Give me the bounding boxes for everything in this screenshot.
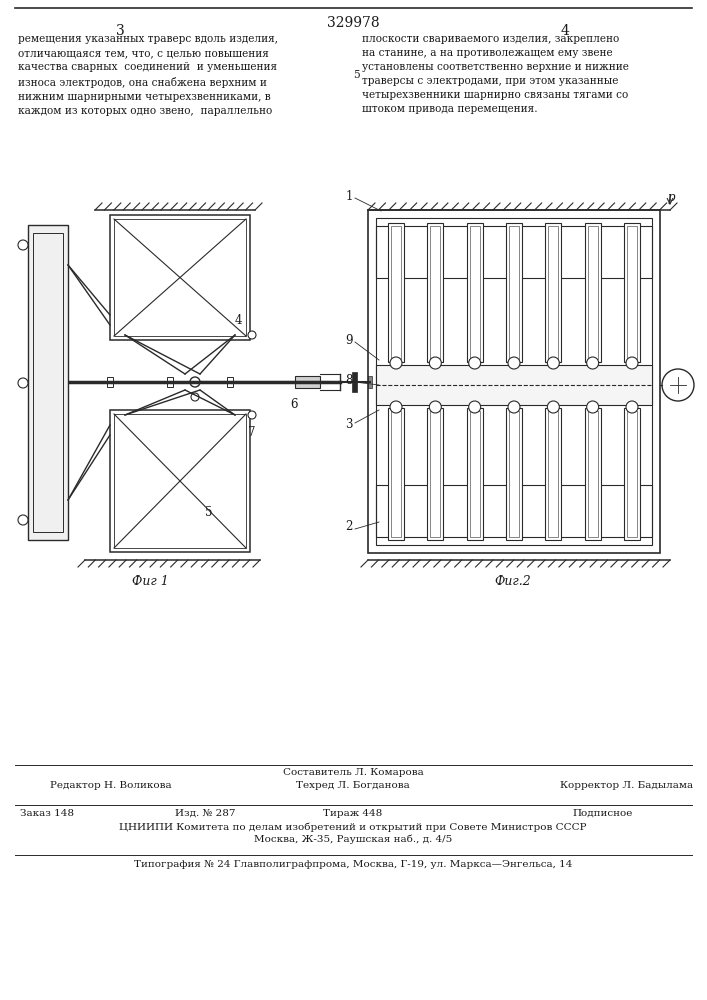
Text: 2: 2 bbox=[346, 520, 353, 534]
Text: 7: 7 bbox=[248, 426, 255, 438]
Circle shape bbox=[18, 240, 28, 250]
Text: 9: 9 bbox=[346, 334, 353, 347]
Circle shape bbox=[508, 401, 520, 413]
Bar bbox=[352, 372, 357, 392]
Bar bbox=[545, 408, 561, 540]
Circle shape bbox=[248, 411, 256, 419]
Bar bbox=[469, 411, 479, 537]
Circle shape bbox=[248, 331, 256, 339]
Text: 329978: 329978 bbox=[327, 16, 380, 30]
Bar bbox=[391, 411, 401, 537]
Circle shape bbox=[662, 369, 694, 401]
Bar bbox=[33, 233, 63, 532]
Bar bbox=[506, 223, 522, 362]
Bar bbox=[431, 411, 440, 537]
Circle shape bbox=[18, 515, 28, 525]
Bar bbox=[509, 226, 519, 359]
Circle shape bbox=[390, 357, 402, 369]
Text: Фиг.2: Фиг.2 bbox=[495, 575, 532, 588]
Circle shape bbox=[626, 401, 638, 413]
Bar bbox=[469, 226, 479, 359]
Bar bbox=[627, 226, 637, 359]
Text: 3: 3 bbox=[116, 24, 124, 38]
Text: Фиг 1: Фиг 1 bbox=[132, 575, 168, 588]
Text: p: p bbox=[668, 192, 675, 205]
Text: Корректор Л. Бадылама: Корректор Л. Бадылама bbox=[560, 781, 693, 790]
Circle shape bbox=[626, 357, 638, 369]
Text: Тираж 448: Тираж 448 bbox=[323, 809, 382, 818]
Text: 5: 5 bbox=[205, 506, 213, 518]
Circle shape bbox=[547, 401, 559, 413]
Bar bbox=[376, 365, 652, 405]
Bar bbox=[545, 223, 561, 362]
Bar bbox=[431, 226, 440, 359]
Bar bbox=[467, 408, 483, 540]
Bar bbox=[585, 408, 601, 540]
Text: 3: 3 bbox=[346, 418, 353, 432]
Circle shape bbox=[508, 357, 520, 369]
Circle shape bbox=[587, 357, 599, 369]
Text: 6: 6 bbox=[290, 398, 298, 412]
Bar bbox=[107, 377, 113, 387]
Bar bbox=[110, 410, 250, 552]
Circle shape bbox=[469, 357, 481, 369]
Circle shape bbox=[429, 401, 441, 413]
Bar bbox=[467, 223, 483, 362]
Bar bbox=[110, 215, 250, 340]
Text: ремещения указанных траверс вдоль изделия,
отличающаяся тем, что, с целью повыше: ремещения указанных траверс вдоль издели… bbox=[18, 34, 278, 115]
Text: Подписное: Подписное bbox=[572, 809, 632, 818]
Circle shape bbox=[18, 378, 28, 388]
Bar bbox=[167, 377, 173, 387]
Bar bbox=[388, 223, 404, 362]
Bar bbox=[624, 223, 640, 362]
Bar bbox=[506, 408, 522, 540]
Circle shape bbox=[390, 401, 402, 413]
Circle shape bbox=[190, 377, 200, 387]
Bar bbox=[627, 411, 637, 537]
Bar bbox=[588, 226, 597, 359]
Circle shape bbox=[469, 401, 481, 413]
Text: 5: 5 bbox=[353, 70, 360, 80]
Circle shape bbox=[587, 401, 599, 413]
Text: 8: 8 bbox=[346, 373, 353, 386]
Text: Заказ 148: Заказ 148 bbox=[20, 809, 74, 818]
Circle shape bbox=[191, 393, 199, 401]
Bar bbox=[391, 226, 401, 359]
Bar bbox=[376, 226, 652, 278]
Bar bbox=[585, 223, 601, 362]
Bar bbox=[509, 411, 519, 537]
Text: Типография № 24 Главполиграфпрома, Москва, Г-19, ул. Маркса—Энгельса, 14: Типография № 24 Главполиграфпрома, Москв… bbox=[134, 860, 572, 869]
Bar bbox=[28, 225, 68, 540]
Bar bbox=[295, 376, 320, 388]
Bar bbox=[368, 210, 660, 553]
Bar bbox=[114, 414, 246, 548]
Bar bbox=[588, 411, 597, 537]
Bar bbox=[549, 411, 559, 537]
Bar bbox=[376, 485, 652, 537]
Bar bbox=[388, 408, 404, 540]
Bar bbox=[227, 377, 233, 387]
Bar bbox=[114, 219, 246, 336]
Bar bbox=[624, 408, 640, 540]
Text: ЦНИИПИ Комитета по делам изобретений и открытий при Совете Министров СССР: ЦНИИПИ Комитета по делам изобретений и о… bbox=[119, 822, 587, 832]
Text: Редактор Н. Воликова: Редактор Н. Воликова bbox=[50, 781, 172, 790]
Text: Москва, Ж-35, Раушская наб., д. 4/5: Москва, Ж-35, Раушская наб., д. 4/5 bbox=[254, 834, 452, 844]
Bar bbox=[376, 218, 652, 545]
Text: 1: 1 bbox=[346, 190, 353, 202]
Circle shape bbox=[547, 357, 559, 369]
Text: 4: 4 bbox=[235, 314, 243, 326]
Bar bbox=[427, 408, 443, 540]
Text: Составитель Л. Комарова: Составитель Л. Комарова bbox=[283, 768, 423, 777]
Bar bbox=[549, 226, 559, 359]
Text: 4: 4 bbox=[561, 24, 569, 38]
Text: Изд. № 287: Изд. № 287 bbox=[175, 809, 235, 818]
Text: плоскости свариваемого изделия, закреплено
на станине, а на противолежащем ему з: плоскости свариваемого изделия, закрепле… bbox=[362, 34, 629, 114]
Text: Техред Л. Богданова: Техред Л. Богданова bbox=[296, 781, 410, 790]
Bar bbox=[427, 223, 443, 362]
Bar bbox=[368, 376, 372, 388]
Circle shape bbox=[429, 357, 441, 369]
